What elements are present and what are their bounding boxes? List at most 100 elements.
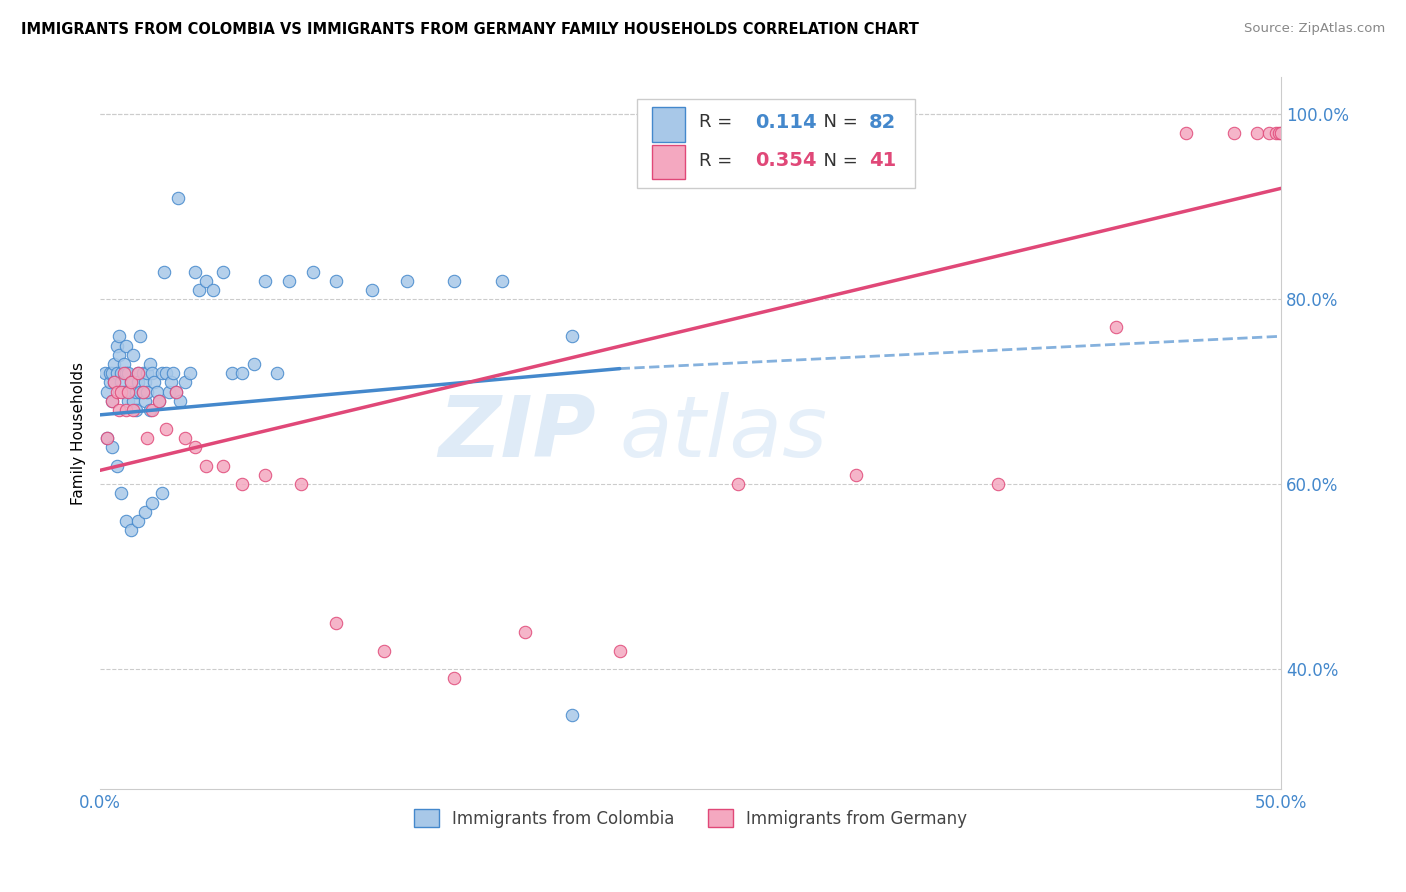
Point bbox=[561, 708, 583, 723]
Point bbox=[169, 394, 191, 409]
Point bbox=[157, 384, 180, 399]
Point bbox=[96, 431, 118, 445]
Point bbox=[136, 366, 159, 380]
Point bbox=[845, 467, 868, 482]
Point bbox=[103, 376, 125, 390]
Point bbox=[188, 283, 211, 297]
Point bbox=[561, 329, 583, 343]
Point bbox=[105, 384, 128, 399]
Text: N =: N = bbox=[813, 113, 863, 131]
Point bbox=[167, 191, 190, 205]
Point bbox=[278, 274, 301, 288]
Point bbox=[141, 496, 163, 510]
Point bbox=[122, 348, 145, 362]
Point bbox=[290, 477, 312, 491]
Point bbox=[148, 394, 170, 409]
Point bbox=[120, 376, 142, 390]
Point bbox=[127, 376, 149, 390]
Point bbox=[183, 440, 205, 454]
Point bbox=[96, 384, 118, 399]
Point bbox=[174, 431, 197, 445]
Point bbox=[183, 264, 205, 278]
Point bbox=[134, 376, 156, 390]
Text: 0.114: 0.114 bbox=[755, 112, 817, 132]
Point bbox=[101, 440, 124, 454]
Point bbox=[1265, 126, 1288, 140]
Point bbox=[138, 357, 160, 371]
Point bbox=[987, 477, 1010, 491]
Point bbox=[160, 376, 183, 390]
Point bbox=[108, 329, 131, 343]
Point bbox=[1222, 126, 1244, 140]
Point bbox=[112, 366, 135, 380]
Point bbox=[120, 384, 142, 399]
Bar bbox=[637, 99, 915, 187]
Text: atlas: atlas bbox=[620, 392, 828, 475]
Text: IMMIGRANTS FROM COLOMBIA VS IMMIGRANTS FROM GERMANY FAMILY HOUSEHOLDS CORRELATIO: IMMIGRANTS FROM COLOMBIA VS IMMIGRANTS F… bbox=[21, 22, 920, 37]
Point bbox=[231, 477, 253, 491]
Point bbox=[360, 283, 382, 297]
Point bbox=[129, 329, 152, 343]
Point bbox=[143, 376, 166, 390]
Point bbox=[609, 643, 631, 657]
Point bbox=[129, 384, 152, 399]
Point bbox=[136, 431, 159, 445]
Bar bbox=[651, 107, 685, 142]
Bar bbox=[651, 145, 685, 179]
Point bbox=[136, 384, 159, 399]
Point bbox=[150, 366, 173, 380]
Text: 0.354: 0.354 bbox=[755, 152, 817, 170]
Point bbox=[124, 384, 146, 399]
Point bbox=[1246, 126, 1268, 140]
Point bbox=[146, 384, 169, 399]
Text: N =: N = bbox=[813, 152, 863, 169]
Point bbox=[101, 394, 124, 409]
Point bbox=[134, 505, 156, 519]
Point bbox=[120, 524, 142, 538]
Point bbox=[165, 384, 187, 399]
Point bbox=[195, 274, 218, 288]
Point bbox=[174, 376, 197, 390]
Point bbox=[202, 283, 225, 297]
Point bbox=[127, 366, 149, 380]
Point bbox=[1258, 126, 1281, 140]
Point bbox=[396, 274, 419, 288]
Point bbox=[155, 366, 177, 380]
Point bbox=[325, 274, 347, 288]
Point bbox=[103, 376, 125, 390]
Point bbox=[727, 477, 749, 491]
Point bbox=[231, 366, 253, 380]
Point bbox=[117, 366, 139, 380]
Point bbox=[179, 366, 201, 380]
Point bbox=[122, 403, 145, 417]
Point bbox=[141, 403, 163, 417]
Point bbox=[155, 422, 177, 436]
Point bbox=[134, 394, 156, 409]
Point bbox=[127, 366, 149, 380]
Point bbox=[1267, 126, 1289, 140]
Point bbox=[127, 514, 149, 528]
Point bbox=[105, 366, 128, 380]
Point bbox=[131, 366, 153, 380]
Point bbox=[98, 366, 121, 380]
Point bbox=[98, 376, 121, 390]
Point bbox=[105, 458, 128, 473]
Point bbox=[148, 394, 170, 409]
Text: 41: 41 bbox=[869, 152, 896, 170]
Point bbox=[110, 366, 132, 380]
Point bbox=[515, 625, 537, 640]
Point bbox=[153, 264, 176, 278]
Point bbox=[221, 366, 243, 380]
Point bbox=[443, 274, 465, 288]
Point bbox=[108, 403, 131, 417]
Point bbox=[162, 366, 184, 380]
Point bbox=[103, 357, 125, 371]
Point bbox=[115, 338, 138, 352]
Point bbox=[254, 467, 277, 482]
Point bbox=[141, 366, 163, 380]
Point bbox=[212, 264, 235, 278]
Point bbox=[122, 394, 145, 409]
Point bbox=[105, 338, 128, 352]
Point bbox=[150, 486, 173, 500]
Point bbox=[94, 366, 117, 380]
